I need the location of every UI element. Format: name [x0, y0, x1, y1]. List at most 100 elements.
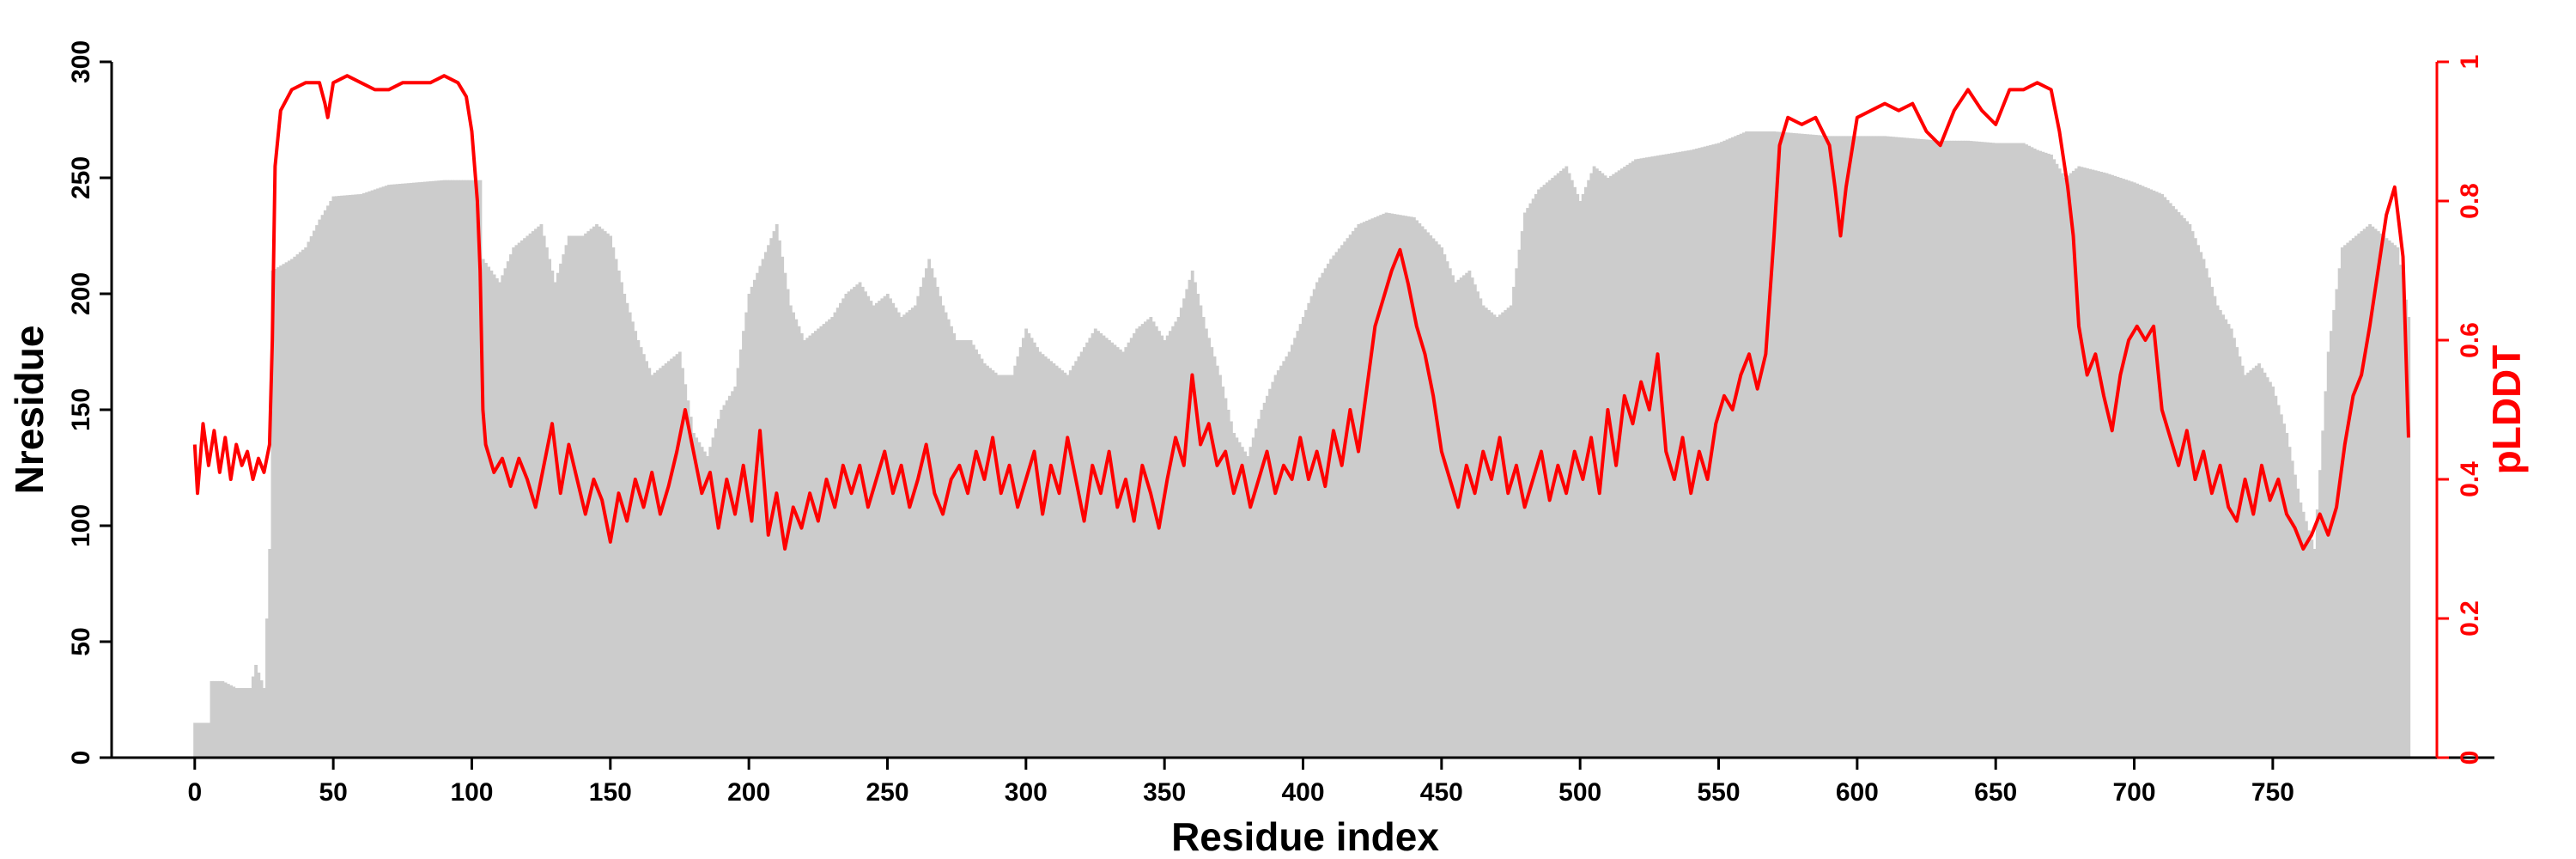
nresidue-bar: [343, 195, 347, 758]
nresidue-bar: [1290, 344, 1294, 758]
nresidue-bar: [2143, 186, 2148, 758]
nresidue-bar: [1390, 213, 1394, 758]
nresidue-bar: [1293, 338, 1297, 758]
nresidue-bar: [1908, 137, 1912, 758]
nresidue-bar: [1692, 149, 1696, 758]
nresidue-bar: [550, 271, 555, 758]
nresidue-bar: [1005, 375, 1009, 758]
nresidue-bar: [276, 267, 280, 758]
nresidue-bar: [2166, 199, 2170, 758]
nresidue-bar: [1188, 279, 1192, 758]
nresidue-bar: [573, 235, 577, 758]
nresidue-bar: [2282, 423, 2286, 758]
nresidue-bar: [1589, 173, 1594, 758]
nresidue-bar: [442, 180, 447, 758]
nresidue-bar: [381, 186, 386, 758]
nresidue-bar: [600, 228, 605, 758]
nresidue-bar: [2019, 143, 2023, 758]
nresidue-bar: [1548, 180, 1552, 758]
nresidue-bar: [1204, 328, 1208, 758]
nresidue-bar: [476, 180, 480, 758]
nresidue-bar: [2324, 391, 2328, 758]
nresidue-bar: [1515, 268, 1519, 758]
nresidue-bar: [1018, 347, 1023, 758]
nresidue-bar: [1240, 447, 1244, 758]
nresidue-bar: [2182, 217, 2186, 758]
nresidue-bar: [232, 686, 236, 758]
nresidue-bar: [963, 340, 968, 758]
nresidue-bar: [1792, 132, 1795, 758]
nresidue-bar: [1346, 238, 1350, 758]
nresidue-bar: [1404, 216, 1408, 758]
nresidue-bar: [864, 291, 867, 758]
left-y-tick-label: 250: [67, 156, 95, 199]
nresidue-bar: [1257, 418, 1261, 758]
nresidue-bar: [1415, 220, 1419, 758]
nresidue-bar: [1675, 152, 1680, 758]
nresidue-bar: [957, 340, 962, 758]
nresidue-bar: [1783, 132, 1788, 758]
nresidue-bar: [1603, 175, 1607, 758]
x-axis-title: Residue index: [1171, 814, 1439, 859]
nresidue-bar: [1576, 193, 1580, 758]
left-y-tick-label: 100: [67, 504, 95, 547]
nresidue-bar: [1911, 138, 1915, 758]
nresidue-bar: [1617, 170, 1621, 758]
nresidue-bar: [1964, 140, 1967, 758]
nresidue-bar: [1598, 170, 1601, 758]
nresidue-bar: [295, 254, 300, 758]
nresidue-bar: [2340, 247, 2344, 758]
nresidue-bar: [1329, 259, 1333, 758]
nresidue-bar: [1817, 135, 1820, 758]
nresidue-bar: [1612, 174, 1616, 758]
nresidue-bar: [902, 314, 907, 758]
nresidue-bar: [1844, 136, 1849, 758]
nresidue-bar: [1077, 356, 1081, 758]
nresidue-bar: [1625, 164, 1630, 758]
nresidue-bar: [1273, 375, 1278, 758]
nresidue-bar: [1127, 342, 1131, 758]
nresidue-bar: [401, 183, 405, 758]
nresidue-bar: [1673, 152, 1677, 758]
nresidue-bar: [1301, 317, 1305, 758]
nresidue-bar: [2398, 265, 2403, 758]
nresidue-bar: [2016, 143, 2020, 758]
nresidue-bar: [226, 684, 230, 758]
nresidue-bar: [1825, 136, 1829, 758]
nresidue-bar: [2299, 503, 2303, 758]
nresidue-bar: [1619, 168, 1624, 758]
nresidue-bar: [282, 264, 286, 758]
x-tick-label: 100: [450, 778, 493, 807]
nresidue-bar: [1761, 131, 1765, 758]
nresidue-bar: [930, 268, 934, 758]
left-y-axis-title: Nresidue: [7, 326, 52, 495]
nresidue-bar: [556, 272, 560, 758]
nresidue-bar: [681, 368, 684, 758]
nresidue-bar: [2132, 182, 2136, 758]
nresidue-bar: [727, 395, 732, 758]
nresidue-bar: [1872, 136, 1876, 758]
nresidue-bar: [1766, 131, 1771, 758]
nresidue-bar: [1930, 139, 1935, 758]
right-y-tick-label: 1: [2456, 55, 2484, 70]
nresidue-bar: [1759, 131, 1763, 758]
nresidue-bar: [866, 295, 871, 758]
nresidue-bar: [725, 400, 729, 758]
nresidue-bar: [2335, 289, 2339, 758]
nresidue-bar: [1686, 150, 1691, 758]
nresidue-bar: [1459, 277, 1463, 758]
nresidue-bar: [2326, 351, 2330, 758]
nresidue-bar: [1409, 216, 1413, 758]
nresidue-bar: [1495, 317, 1499, 758]
nresidue-bar: [1011, 375, 1014, 758]
nresidue-bar: [1121, 351, 1125, 758]
nresidue-bar: [1966, 140, 1971, 758]
nresidue-bar: [234, 688, 239, 758]
nresidue-bar: [1307, 302, 1311, 758]
nresidue-bar: [2168, 203, 2172, 758]
right-y-axis-title: pLDDT: [2484, 345, 2529, 475]
nresidue-bar: [489, 271, 494, 758]
nresidue-bar: [268, 549, 272, 758]
x-tick-label: 550: [1697, 778, 1740, 807]
nresidue-bar: [431, 180, 435, 758]
